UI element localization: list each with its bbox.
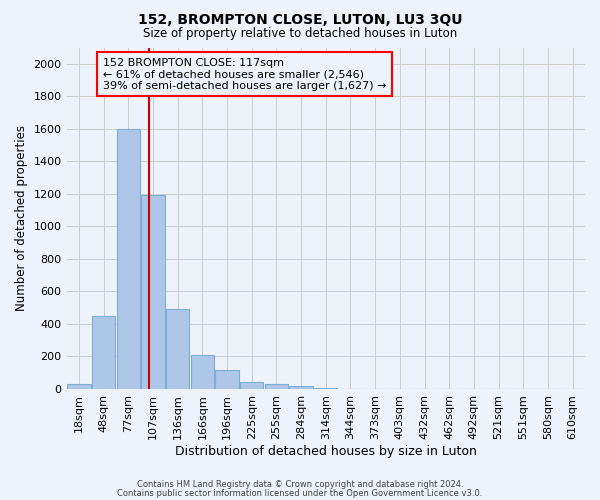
Bar bbox=[67, 384, 91, 389]
Bar bbox=[92, 316, 115, 389]
X-axis label: Distribution of detached houses by size in Luton: Distribution of detached houses by size … bbox=[175, 444, 477, 458]
Text: Contains HM Land Registry data © Crown copyright and database right 2024.: Contains HM Land Registry data © Crown c… bbox=[137, 480, 463, 489]
Text: Contains public sector information licensed under the Open Government Licence v3: Contains public sector information licen… bbox=[118, 490, 482, 498]
Text: Size of property relative to detached houses in Luton: Size of property relative to detached ho… bbox=[143, 28, 457, 40]
Text: 152 BROMPTON CLOSE: 117sqm
← 61% of detached houses are smaller (2,546)
39% of s: 152 BROMPTON CLOSE: 117sqm ← 61% of deta… bbox=[103, 58, 386, 91]
Bar bbox=[289, 386, 313, 389]
Bar bbox=[141, 196, 164, 389]
Bar bbox=[166, 310, 190, 389]
Bar bbox=[191, 355, 214, 389]
Bar bbox=[215, 370, 239, 389]
Bar bbox=[116, 129, 140, 389]
Bar bbox=[240, 382, 263, 389]
Text: 152, BROMPTON CLOSE, LUTON, LU3 3QU: 152, BROMPTON CLOSE, LUTON, LU3 3QU bbox=[138, 12, 462, 26]
Y-axis label: Number of detached properties: Number of detached properties bbox=[15, 125, 28, 311]
Bar bbox=[265, 384, 288, 389]
Bar bbox=[314, 388, 337, 389]
